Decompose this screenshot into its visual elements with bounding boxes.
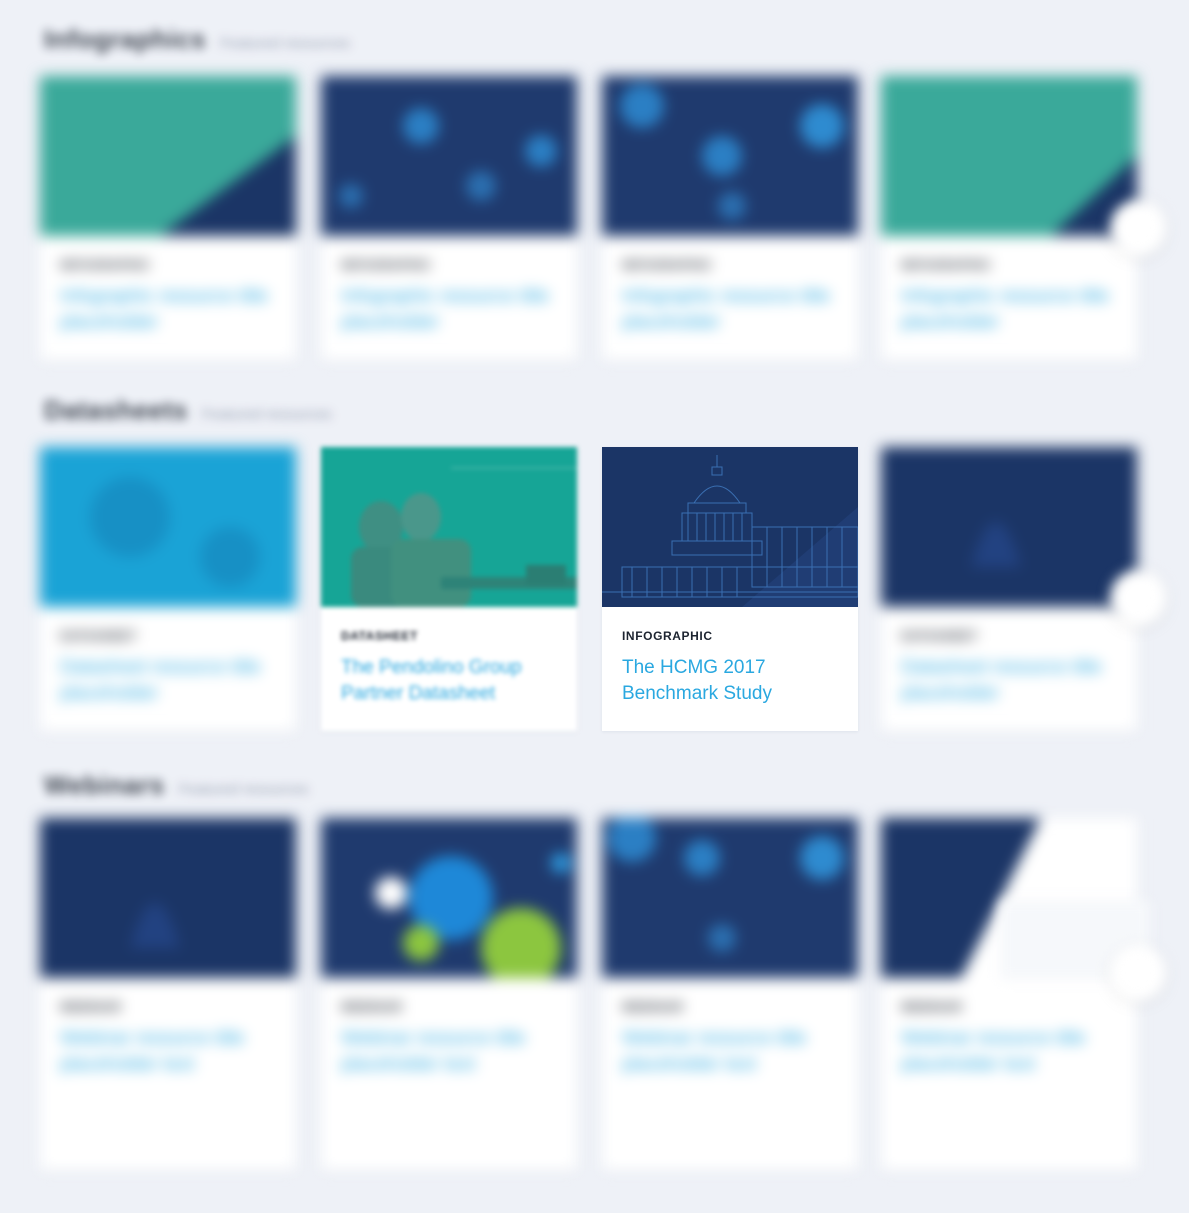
card-thumbnail[interactable] (40, 447, 296, 607)
resource-card[interactable]: Datasheet Datasheet resource title place… (881, 447, 1137, 731)
card-thumbnail[interactable] (602, 76, 858, 236)
card-title-link[interactable]: Infographic resource title placeholder (901, 286, 1110, 333)
card-title-link[interactable]: The Pendolino Group Partner Datasheet (341, 657, 522, 704)
card-type-label: Infographic (622, 258, 713, 272)
card-title-link[interactable]: Infographic resource title placeholder (341, 286, 550, 333)
section-subtitle: Featured resources (201, 406, 332, 423)
resource-card[interactable]: Infographic Infographic resource title p… (321, 76, 577, 360)
card-thumbnail[interactable] (602, 447, 858, 607)
card-type-label: Webinar (60, 1000, 122, 1014)
card-thumbnail[interactable] (321, 447, 577, 607)
card-title-link[interactable]: Webinar resource title placeholder text (622, 1028, 807, 1075)
section-subtitle: Featured resources (178, 781, 309, 798)
resource-card[interactable]: Webinar Webinar resource title placehold… (40, 818, 296, 1170)
section-subtitle: Featured resources (220, 35, 351, 52)
card-type-label: Infographic (901, 258, 992, 272)
resource-card[interactable]: Infographic The HCMG 2017 Benchmark Stud… (602, 447, 858, 731)
card-thumbnail[interactable] (321, 76, 577, 236)
card-title-link[interactable]: Infographic resource title placeholder (60, 286, 269, 333)
card-thumbnail[interactable] (881, 447, 1137, 607)
card-title-link[interactable]: Datasheet resource title placeholder (60, 657, 261, 704)
resource-card[interactable]: Datasheet Datasheet resource title place… (40, 447, 296, 731)
card-title-link[interactable]: Infographic resource title placeholder (622, 286, 831, 333)
card-type-label: Webinar (901, 1000, 963, 1014)
section-title: Datasheets (44, 395, 188, 425)
resource-card[interactable]: Webinar Webinar resource title placehold… (321, 818, 577, 1170)
card-thumbnail[interactable] (602, 818, 858, 978)
resource-card[interactable]: Infographic Infographic resource title p… (40, 76, 296, 360)
card-title-link[interactable]: Datasheet resource title placeholder (901, 657, 1102, 704)
resource-card[interactable]: Infographic Infographic resource title p… (881, 76, 1137, 360)
resource-card[interactable]: Webinar Webinar resource title placehold… (602, 818, 858, 1170)
card-type-label: Datasheet (60, 629, 137, 643)
card-thumbnail[interactable] (40, 818, 296, 978)
card-type-label: Infographic (60, 258, 151, 272)
card-title-link[interactable]: Webinar resource title placeholder text (341, 1028, 526, 1075)
section-header-2: Datasheets Featured resources (44, 395, 332, 426)
card-title-link[interactable]: Webinar resource title placeholder text (901, 1028, 1086, 1075)
card-type-label: Infographic (341, 258, 432, 272)
card-type-label: Webinar (341, 1000, 403, 1014)
card-type-label: Infographic (622, 629, 713, 643)
resource-card[interactable]: Webinar Webinar resource title placehold… (881, 818, 1137, 1170)
card-type-label: Webinar (622, 1000, 684, 1014)
card-thumbnail[interactable] (881, 76, 1137, 236)
section-title: Webinars (44, 770, 165, 800)
resource-card[interactable]: Infographic Infographic resource title p… (602, 76, 858, 360)
share-icon[interactable] (1110, 945, 1166, 1001)
card-thumbnail[interactable] (321, 818, 577, 978)
section-header-3: Webinars Featured resources (44, 770, 309, 801)
resource-card[interactable]: Datasheet The Pendolino Group Partner Da… (321, 447, 577, 731)
share-icon[interactable] (1110, 200, 1166, 256)
section-header-1: Infographics Featured resources (44, 24, 350, 55)
card-title-link[interactable]: The HCMG 2017 Benchmark Study (622, 657, 772, 704)
share-icon[interactable] (1110, 570, 1166, 626)
card-type-label: Datasheet (341, 629, 418, 643)
card-title-link[interactable]: Webinar resource title placeholder text (60, 1028, 245, 1075)
card-type-label: Datasheet (901, 629, 978, 643)
card-thumbnail[interactable] (40, 76, 296, 236)
section-title: Infographics (44, 24, 207, 54)
